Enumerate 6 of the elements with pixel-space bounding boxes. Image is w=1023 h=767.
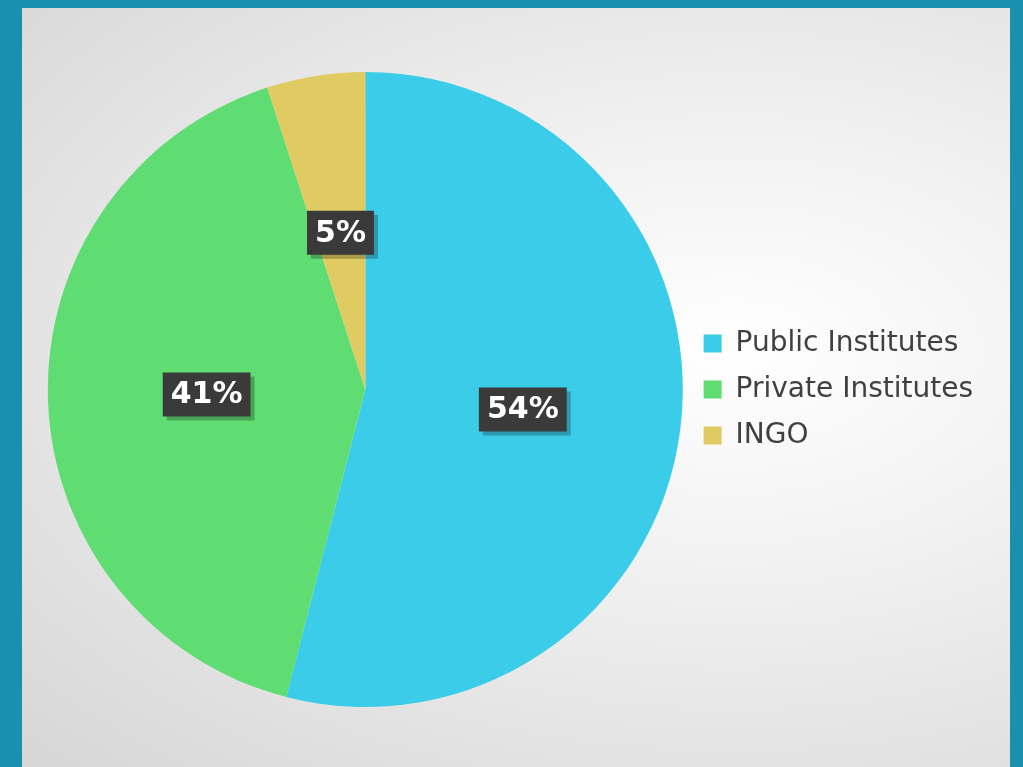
data-label: 54% <box>486 390 559 426</box>
data-label: 41% <box>170 375 243 411</box>
data-label: 5% <box>315 213 366 249</box>
legend-label: Private Institutes <box>735 370 974 404</box>
legend-label: INGO <box>735 416 809 450</box>
legend-label: Public Institutes <box>735 324 959 358</box>
